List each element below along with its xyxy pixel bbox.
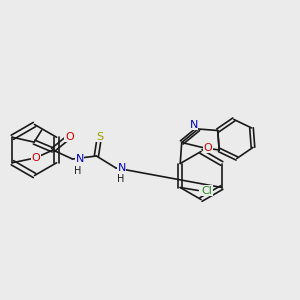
Text: H: H — [117, 174, 125, 184]
Text: H: H — [74, 166, 81, 176]
Text: O: O — [204, 143, 212, 153]
Text: O: O — [31, 153, 40, 163]
Text: N: N — [75, 154, 84, 164]
Text: O: O — [65, 131, 74, 142]
Text: S: S — [96, 131, 103, 142]
Text: N: N — [190, 119, 198, 130]
Text: N: N — [117, 163, 126, 173]
Text: Cl: Cl — [201, 185, 212, 196]
